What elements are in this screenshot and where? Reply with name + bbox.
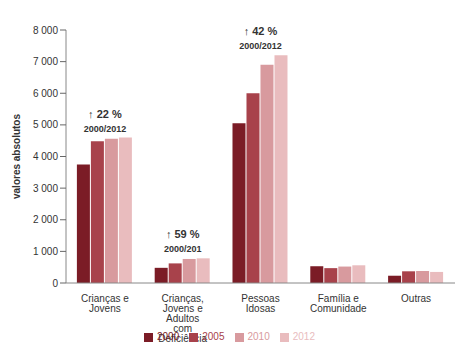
- svg-text:2 000: 2 000: [33, 214, 58, 225]
- svg-text:Crianças,Jovens eAdultoscomDef: Crianças,Jovens eAdultoscomDeficiência: [158, 293, 207, 344]
- svg-text:0: 0: [52, 278, 58, 289]
- svg-text:Crianças eJovens: Crianças eJovens: [81, 293, 129, 314]
- svg-text:2000/201: 2000/201: [164, 244, 202, 254]
- svg-text:↑ 59 %: ↑ 59 %: [166, 228, 200, 240]
- svg-text:6 000: 6 000: [33, 88, 58, 99]
- svg-text:↑ 22 %: ↑ 22 %: [88, 108, 122, 120]
- svg-text:Família eComunidade: Família eComunidade: [310, 293, 367, 314]
- svg-text:Outras: Outras: [401, 293, 431, 304]
- svg-text:2000/2012: 2000/2012: [84, 124, 127, 134]
- svg-text:4 000: 4 000: [33, 151, 58, 162]
- svg-text:↑ 42 %: ↑ 42 %: [244, 25, 278, 37]
- svg-text:valores absolutos: valores absolutos: [11, 114, 22, 199]
- svg-text:7 000: 7 000: [33, 56, 58, 67]
- svg-text:2000/2012: 2000/2012: [239, 41, 282, 51]
- svg-text:3 000: 3 000: [33, 183, 58, 194]
- svg-text:1 000: 1 000: [33, 246, 58, 257]
- svg-text:PessoasIdosas: PessoasIdosas: [241, 293, 279, 314]
- svg-text:8 000: 8 000: [33, 25, 58, 36]
- svg-text:5 000: 5 000: [33, 119, 58, 130]
